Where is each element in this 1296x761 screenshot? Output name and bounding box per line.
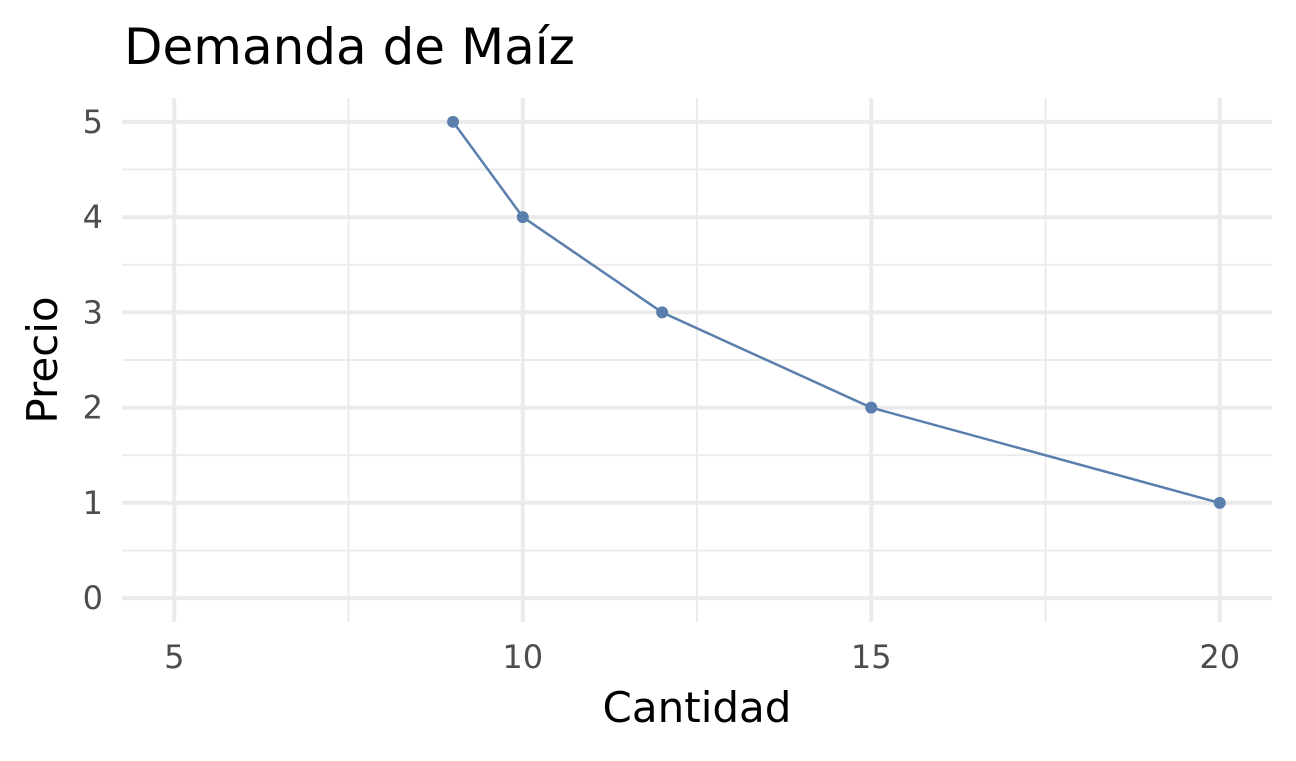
x-tick-label: 20 bbox=[1199, 638, 1240, 676]
x-axis-ticks: 5 10 15 20 bbox=[164, 638, 1240, 676]
y-tick-label: 4 bbox=[83, 198, 103, 236]
y-tick-label: 0 bbox=[83, 579, 103, 617]
x-tick-label: 15 bbox=[851, 638, 892, 676]
major-gridlines bbox=[122, 98, 1272, 622]
y-tick-label: 2 bbox=[83, 389, 103, 427]
data-point bbox=[865, 401, 878, 414]
y-axis-title: Precio bbox=[18, 296, 67, 423]
x-tick-label: 5 bbox=[164, 638, 184, 676]
series-layer bbox=[447, 115, 1226, 509]
minor-gridlines bbox=[122, 98, 1272, 622]
x-tick-label: 10 bbox=[502, 638, 543, 676]
data-point bbox=[1213, 496, 1226, 509]
y-tick-label: 1 bbox=[83, 484, 103, 522]
y-tick-label: 3 bbox=[83, 293, 103, 331]
y-tick-label: 5 bbox=[83, 103, 103, 141]
data-point bbox=[656, 306, 669, 319]
chart-title: Demanda de Maíz bbox=[124, 18, 575, 76]
data-point bbox=[447, 115, 460, 128]
data-point bbox=[516, 211, 529, 224]
y-axis-ticks: 0 1 2 3 4 5 bbox=[83, 103, 103, 617]
x-axis-title: Cantidad bbox=[603, 683, 792, 732]
